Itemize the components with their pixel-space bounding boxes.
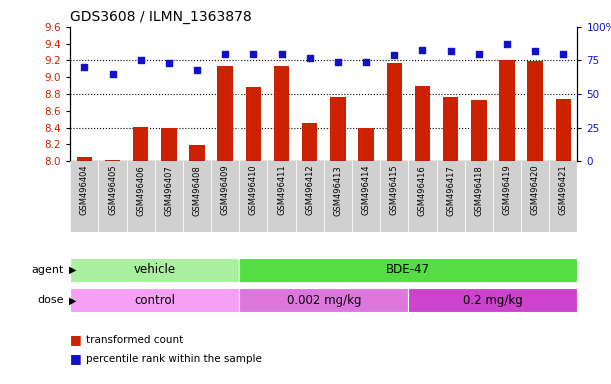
Point: [417, 46, 427, 53]
Bar: [246, 87, 261, 161]
Bar: [436, 161, 465, 232]
Bar: [189, 145, 205, 161]
Point: [249, 51, 258, 57]
Point: [221, 51, 230, 57]
Text: agent: agent: [32, 265, 64, 275]
Text: ■: ■: [70, 333, 82, 346]
Text: GSM496408: GSM496408: [192, 165, 202, 215]
Text: GSM496404: GSM496404: [80, 165, 89, 215]
Bar: [302, 122, 318, 161]
Bar: [408, 288, 577, 313]
Point: [558, 51, 568, 57]
Point: [305, 55, 315, 61]
Text: GSM496410: GSM496410: [249, 165, 258, 215]
Bar: [465, 161, 493, 232]
Text: GSM496409: GSM496409: [221, 165, 230, 215]
Bar: [493, 161, 521, 232]
Bar: [70, 161, 98, 232]
Bar: [380, 161, 408, 232]
Bar: [415, 86, 430, 161]
Text: percentile rank within the sample: percentile rank within the sample: [86, 354, 262, 364]
Text: GSM496414: GSM496414: [362, 165, 371, 215]
Bar: [70, 288, 240, 313]
Text: ▶: ▶: [69, 295, 76, 306]
Text: GSM496419: GSM496419: [502, 165, 511, 215]
Text: dose: dose: [38, 295, 64, 306]
Point: [108, 71, 117, 77]
Point: [164, 60, 174, 66]
Bar: [98, 161, 126, 232]
Text: transformed count: transformed count: [86, 335, 183, 345]
Text: GSM496415: GSM496415: [390, 165, 399, 215]
Text: 0.002 mg/kg: 0.002 mg/kg: [287, 294, 361, 307]
Text: 0.2 mg/kg: 0.2 mg/kg: [463, 294, 523, 307]
Bar: [183, 161, 211, 232]
Text: GSM496413: GSM496413: [334, 165, 342, 215]
Point: [333, 59, 343, 65]
Bar: [240, 258, 577, 282]
Bar: [268, 161, 296, 232]
Text: GSM496407: GSM496407: [164, 165, 174, 215]
Text: ■: ■: [70, 353, 82, 366]
Text: GSM496420: GSM496420: [530, 165, 540, 215]
Bar: [161, 127, 177, 161]
Point: [136, 58, 145, 64]
Bar: [70, 258, 240, 282]
Point: [192, 67, 202, 73]
Bar: [527, 61, 543, 161]
Text: BDE-47: BDE-47: [386, 263, 430, 276]
Text: vehicle: vehicle: [134, 263, 176, 276]
Text: GSM496421: GSM496421: [559, 165, 568, 215]
Text: control: control: [134, 294, 175, 307]
Text: GSM496412: GSM496412: [306, 165, 314, 215]
Bar: [324, 161, 352, 232]
Text: GSM496417: GSM496417: [446, 165, 455, 215]
Text: GSM496411: GSM496411: [277, 165, 286, 215]
Bar: [155, 161, 183, 232]
Point: [445, 48, 455, 54]
Bar: [387, 63, 402, 161]
Bar: [352, 161, 380, 232]
Point: [277, 51, 287, 57]
Text: GSM496405: GSM496405: [108, 165, 117, 215]
Bar: [521, 161, 549, 232]
Bar: [211, 161, 240, 232]
Bar: [408, 161, 436, 232]
Bar: [549, 161, 577, 232]
Bar: [133, 127, 148, 161]
Point: [474, 51, 484, 57]
Text: GSM496418: GSM496418: [474, 165, 483, 215]
Point: [361, 59, 371, 65]
Bar: [499, 61, 514, 161]
Text: GSM496406: GSM496406: [136, 165, 145, 215]
Bar: [240, 161, 268, 232]
Bar: [240, 288, 408, 313]
Text: GDS3608 / ILMN_1363878: GDS3608 / ILMN_1363878: [70, 10, 252, 25]
Point: [502, 41, 512, 47]
Point: [389, 52, 399, 58]
Point: [530, 48, 540, 54]
Bar: [76, 157, 92, 161]
Bar: [330, 97, 346, 161]
Bar: [358, 127, 374, 161]
Bar: [274, 66, 290, 161]
Bar: [126, 161, 155, 232]
Text: ▶: ▶: [69, 265, 76, 275]
Bar: [218, 66, 233, 161]
Bar: [296, 161, 324, 232]
Bar: [555, 99, 571, 161]
Bar: [471, 100, 486, 161]
Text: GSM496416: GSM496416: [418, 165, 427, 215]
Point: [79, 64, 89, 70]
Bar: [443, 98, 458, 161]
